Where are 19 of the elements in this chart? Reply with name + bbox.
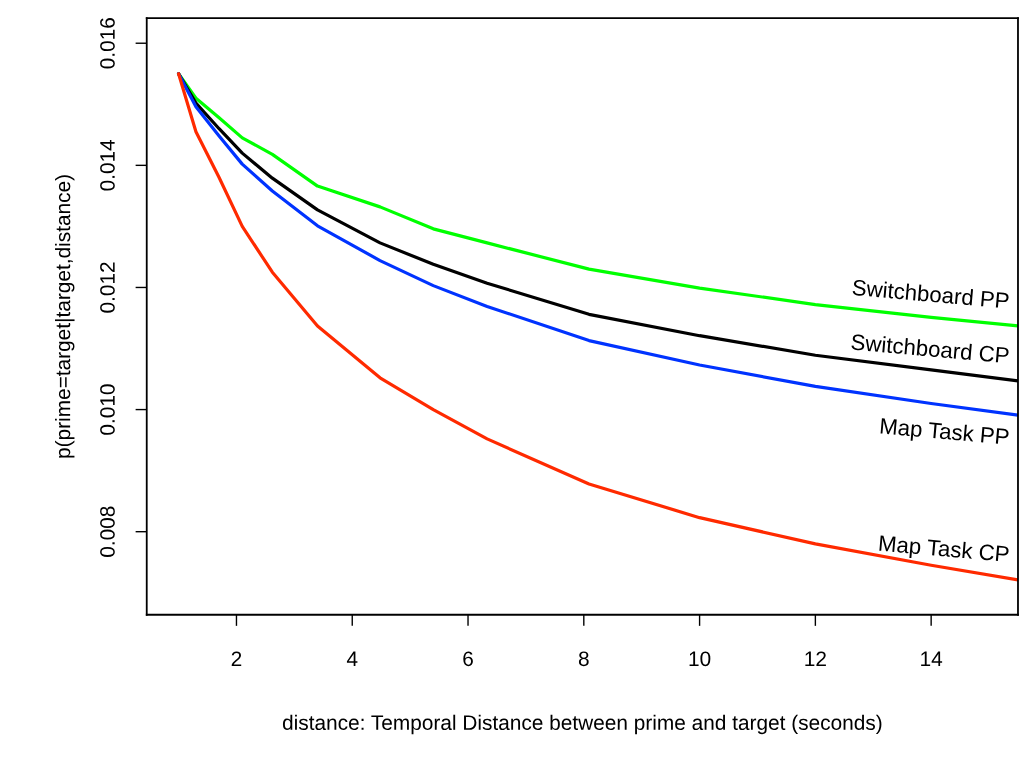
series-label: Map Task CP [878, 534, 1010, 567]
y-tick-label: 0.008 [100, 506, 115, 557]
x-tick-label: 12 [805, 651, 826, 666]
y-axis-title: p(prime=target|target,distance) [55, 175, 75, 458]
line-series [176, 72, 1018, 582]
x-tick-label: 4 [346, 651, 358, 666]
y-tick-label: 0.010 [100, 384, 115, 435]
x-tick-label: 10 [689, 651, 711, 667]
x-tick-label: 6 [463, 651, 473, 667]
y-tick-label: 0.016 [100, 18, 115, 69]
y-tick-label: 0.012 [100, 262, 115, 313]
x-axis-title: distance: Temporal Distance between prime and target (seconds) [282, 714, 882, 735]
x-tick-label: 8 [578, 651, 589, 667]
series-label: Switchboard CP [851, 333, 1010, 364]
x-tick-label: 2 [231, 651, 242, 666]
x-tick-label: 14 [921, 651, 943, 666]
series-label: Switchboard PP [852, 278, 1010, 309]
series-label: Map Task PP [880, 417, 1010, 450]
y-tick-label: 0.014 [100, 139, 115, 191]
